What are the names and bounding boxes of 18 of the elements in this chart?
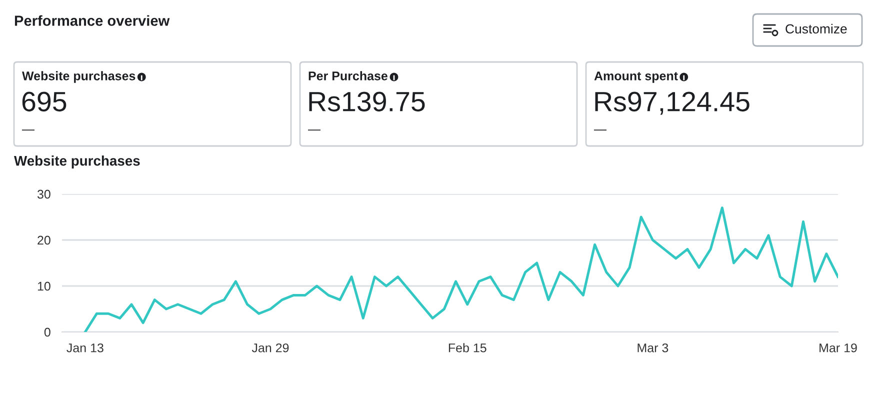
- chart-title: Website purchases: [14, 156, 140, 168]
- text: Website purchases: [22, 71, 136, 83]
- x-tick-label: Mar 19: [820, 343, 857, 352]
- y-tick-label: 30: [37, 190, 50, 199]
- text: Rs139.75: [309, 92, 425, 112]
- text: Amount spent: [594, 72, 678, 83]
- y-tick-label: 0: [44, 328, 50, 337]
- text: Per Purchase: [308, 71, 388, 80]
- x-tick-label: Mar 3: [638, 343, 668, 352]
- y-tick-label: 10: [38, 282, 50, 291]
- y-tick-label: 20: [38, 236, 50, 245]
- text: Customize: [786, 24, 847, 34]
- text: 695: [22, 92, 66, 112]
- text: Rs97,124.45: [595, 92, 750, 115]
- text: Performance overview: [14, 15, 170, 26]
- x-tick-label: Jan 13: [66, 343, 104, 352]
- x-tick-label: Feb 15: [448, 343, 486, 352]
- x-tick-label: Jan 29: [252, 343, 289, 352]
